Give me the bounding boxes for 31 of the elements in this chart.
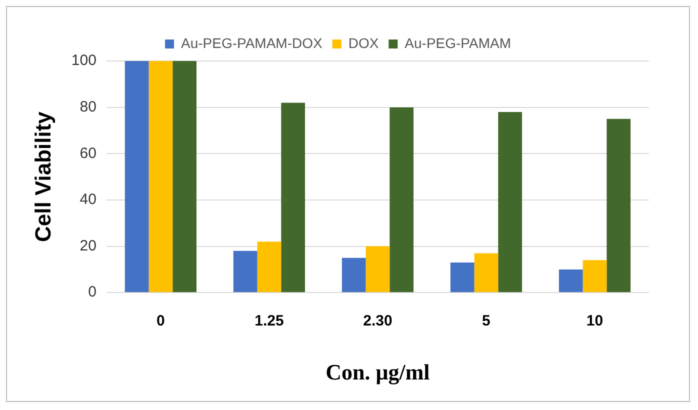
legend-label: DOX (348, 34, 380, 51)
bar (257, 242, 282, 292)
bar (124, 61, 149, 292)
y-tick-label: 60 (80, 144, 96, 162)
y-tick-label: 0 (88, 284, 96, 301)
x-tick-label: 2.30 (363, 312, 392, 330)
y-tick-label: 100 (71, 52, 96, 70)
bar (558, 269, 583, 292)
legend-label: Au-PEG-PAMAM-DOX (181, 34, 323, 51)
y-tick-label: 40 (80, 191, 96, 208)
bar (582, 260, 607, 292)
bar (342, 258, 366, 292)
y-axis-title: Cell Viability (30, 110, 56, 242)
y-tick-label: 80 (80, 98, 96, 116)
bar (148, 61, 173, 292)
bar (474, 253, 498, 292)
bar (606, 118, 631, 292)
x-tick-label: 0 (156, 312, 165, 330)
bar (233, 250, 258, 292)
bar (366, 246, 390, 292)
bar (281, 102, 306, 292)
legend-label: Au-PEG-PAMAM (404, 34, 511, 51)
bar (498, 112, 522, 292)
bar (172, 61, 196, 292)
y-tick-label: 20 (80, 237, 96, 254)
x-tick-label: 5 (482, 312, 490, 330)
bar (450, 262, 474, 292)
x-tick-label: 1.25 (254, 312, 284, 330)
x-tick-label: 10 (586, 312, 604, 330)
x-axis-title: Con. μg/ml (326, 359, 430, 384)
bar (390, 107, 414, 292)
